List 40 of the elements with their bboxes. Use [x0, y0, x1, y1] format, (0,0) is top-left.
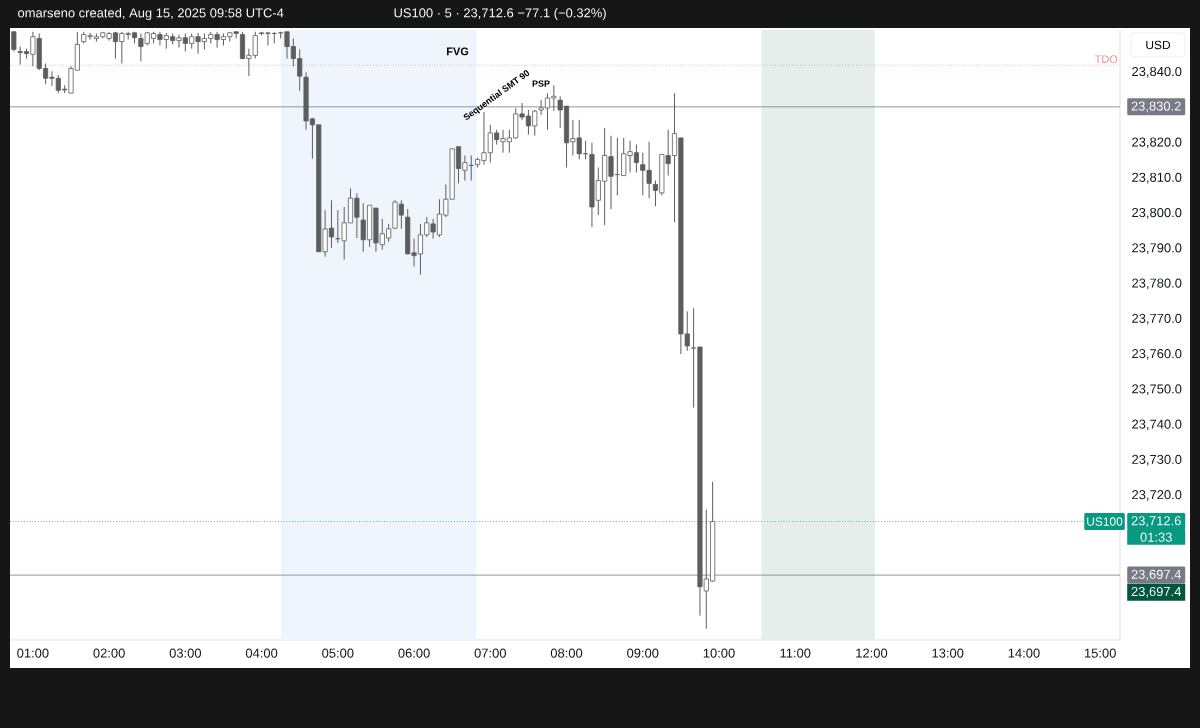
x-tick-label: 11:00 — [780, 648, 811, 658]
ref-line-label: 23,697.4 — [1131, 569, 1182, 581]
ref-line-label: TDO — [1094, 55, 1118, 64]
y-tick-label: 23,760.0 — [1132, 349, 1182, 360]
x-tick-label: 12:00 — [856, 648, 888, 658]
x-tick-label: 14:00 — [1008, 648, 1040, 658]
y-tick-label: 23,740.0 — [1132, 419, 1182, 431]
x-tick-label: 03:00 — [169, 648, 202, 658]
y-tick-label: 23,750.0 — [1132, 384, 1182, 395]
ref-line-label: 23,712.6 — [1131, 516, 1181, 527]
ref-line-label: 23,830.2 — [1131, 101, 1181, 113]
x-tick-label: 07:00 — [474, 648, 506, 658]
text: 01:33 — [1140, 532, 1172, 542]
y-tick-label: 23,790.0 — [1132, 243, 1182, 254]
annotation: US100 — [1087, 517, 1123, 526]
band-label: FVG — [447, 47, 469, 56]
y-tick-label: 23,730.0 — [1132, 454, 1182, 466]
annotation: PSP — [532, 80, 550, 87]
y-tick-label: 23,780.0 — [1132, 278, 1182, 290]
y-tick-label: 23,820.0 — [1132, 137, 1182, 149]
x-tick-label: 02:00 — [93, 648, 125, 658]
candlestick — [11, 31, 17, 52]
x-tick-label: 09:00 — [627, 648, 659, 658]
x-tick-label: 08:00 — [550, 648, 583, 658]
x-tick-label: 01:00 — [17, 648, 49, 658]
x-tick-label: 13:00 — [932, 648, 964, 658]
x-tick-label: 15:00 — [1084, 648, 1116, 658]
y-tick-label: 23,810.0 — [1132, 172, 1182, 184]
y-tick-label: 23,800.0 — [1132, 207, 1182, 219]
y-tick-label: 23,720.0 — [1132, 490, 1182, 501]
x-tick-label: 06:00 — [398, 648, 430, 658]
text: 23,697.4 — [1131, 586, 1182, 598]
text: omarseno created, Aug 15, 2025 09:58 UTC-4 — [18, 7, 284, 21]
x-tick-label: 05:00 — [322, 648, 354, 658]
x-tick-label: 04:00 — [245, 648, 278, 658]
y-tick-label: 23,840.0 — [1132, 66, 1182, 78]
y-tick-label: 23,770.0 — [1132, 313, 1182, 325]
x-tick-label: 10:00 — [703, 648, 735, 658]
chart-title: US100 · 5 · 23,712.6 −77.1 (−0.32%) — [394, 7, 606, 21]
text: USD — [1146, 40, 1171, 50]
